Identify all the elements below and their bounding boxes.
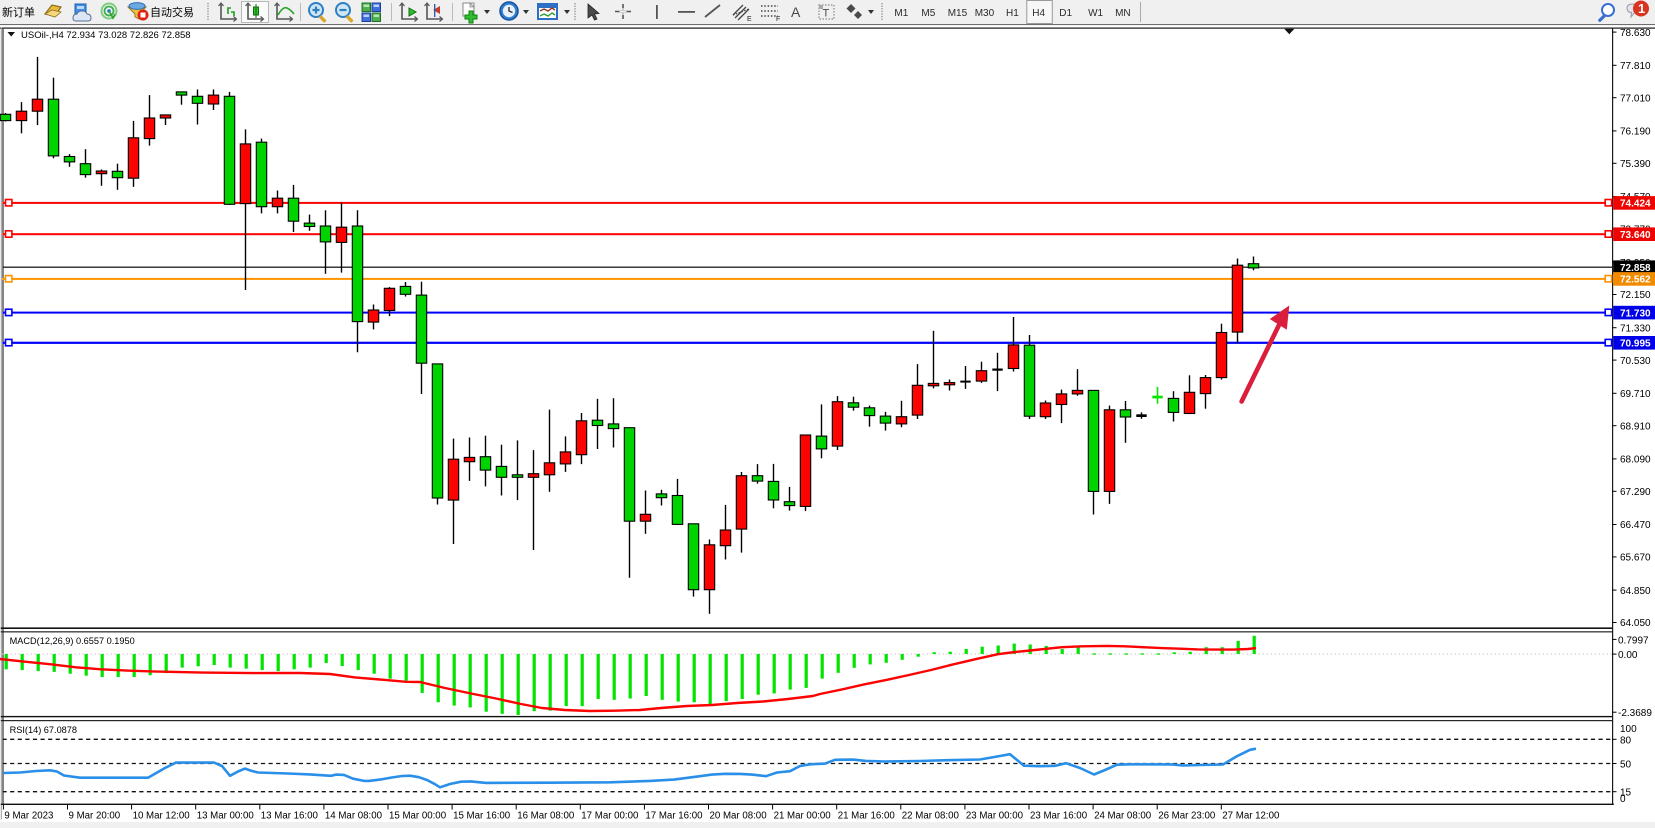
svg-text:75.390: 75.390 [1620,159,1651,170]
svg-text:22 Mar 08:00: 22 Mar 08:00 [902,811,960,822]
svg-text:100: 100 [1620,724,1637,735]
svg-text:72.858: 72.858 [1620,263,1651,274]
svg-text:67.290: 67.290 [1620,487,1651,498]
svg-text:17 Mar 00:00: 17 Mar 00:00 [581,811,639,822]
svg-text:80: 80 [1620,735,1632,746]
svg-text:27 Mar 12:00: 27 Mar 12:00 [1222,811,1280,822]
svg-text:MN: MN [1115,8,1131,19]
svg-text:10 Mar 12:00: 10 Mar 12:00 [133,811,191,822]
svg-text:21 Mar 16:00: 21 Mar 16:00 [838,811,896,822]
svg-text:66.470: 66.470 [1620,520,1651,531]
svg-text:21 Mar 00:00: 21 Mar 00:00 [774,811,832,822]
svg-text:1: 1 [1638,1,1645,16]
svg-text:13 Mar 16:00: 13 Mar 16:00 [261,811,319,822]
svg-text:71.330: 71.330 [1620,323,1651,334]
svg-text:W1: W1 [1088,8,1103,19]
svg-text:0.7997: 0.7997 [1618,635,1649,646]
svg-text:A: A [791,4,801,20]
svg-text:D1: D1 [1059,8,1072,19]
svg-text:15: 15 [1620,788,1632,799]
svg-text:9 Mar 20:00: 9 Mar 20:00 [69,811,121,822]
svg-text:自动交易: 自动交易 [150,5,194,19]
svg-text:M15: M15 [948,8,968,19]
svg-text:65.670: 65.670 [1620,553,1651,564]
svg-text:23 Mar 16:00: 23 Mar 16:00 [1030,811,1088,822]
svg-text:F: F [776,16,780,23]
svg-text:72.150: 72.150 [1620,290,1651,301]
svg-text:77.010: 77.010 [1620,93,1651,104]
svg-text:RSI(14) 67.0878: RSI(14) 67.0878 [10,725,77,735]
svg-text:24 Mar 08:00: 24 Mar 08:00 [1094,811,1152,822]
svg-text:17 Mar 16:00: 17 Mar 16:00 [645,811,703,822]
svg-text:新订单: 新订单 [2,5,35,19]
svg-text:T: T [823,8,830,20]
svg-text:16 Mar 08:00: 16 Mar 08:00 [517,811,575,822]
svg-text:64.850: 64.850 [1620,586,1651,597]
svg-text:68.910: 68.910 [1620,421,1651,432]
svg-text:MACD(12,26,9) 0.6557 0.1950: MACD(12,26,9) 0.6557 0.1950 [10,636,135,646]
svg-text:15 Mar 16:00: 15 Mar 16:00 [453,811,511,822]
svg-text:E: E [747,16,752,23]
svg-text:20 Mar 08:00: 20 Mar 08:00 [710,811,768,822]
svg-text:14 Mar 08:00: 14 Mar 08:00 [325,811,383,822]
svg-text:13 Mar 00:00: 13 Mar 00:00 [197,811,255,822]
svg-text:64.050: 64.050 [1620,618,1651,629]
svg-text:70.995: 70.995 [1620,339,1651,350]
svg-text:0.00: 0.00 [1618,650,1638,661]
svg-text:71.730: 71.730 [1620,308,1651,319]
svg-text:-2.3689: -2.3689 [1618,708,1652,719]
svg-text:26 Mar 23:00: 26 Mar 23:00 [1158,811,1216,822]
svg-text:H1: H1 [1006,8,1019,19]
svg-text:USOil-,H4 72.934 73.028 72.82: USOil-,H4 72.934 73.028 72.826 72.858 [21,30,191,41]
svg-text:78.630: 78.630 [1620,28,1651,39]
svg-text:9 Mar 2023: 9 Mar 2023 [4,811,53,822]
svg-text:74.424: 74.424 [1620,199,1651,210]
svg-text:M30: M30 [975,8,995,19]
svg-text:M1: M1 [894,8,908,19]
svg-text:68.090: 68.090 [1620,455,1651,466]
svg-text:0: 0 [1620,794,1626,805]
svg-text:77.810: 77.810 [1620,61,1651,72]
svg-text:76.190: 76.190 [1620,127,1651,138]
svg-text:50: 50 [1620,760,1632,771]
svg-text:72.562: 72.562 [1620,275,1651,286]
svg-text:73.640: 73.640 [1620,230,1651,241]
svg-text:69.710: 69.710 [1620,389,1651,400]
svg-text:H4: H4 [1032,8,1045,19]
svg-text:70.530: 70.530 [1620,356,1651,367]
svg-text:M5: M5 [921,8,935,19]
svg-text:15 Mar 00:00: 15 Mar 00:00 [389,811,447,822]
svg-text:23 Mar 00:00: 23 Mar 00:00 [966,811,1024,822]
